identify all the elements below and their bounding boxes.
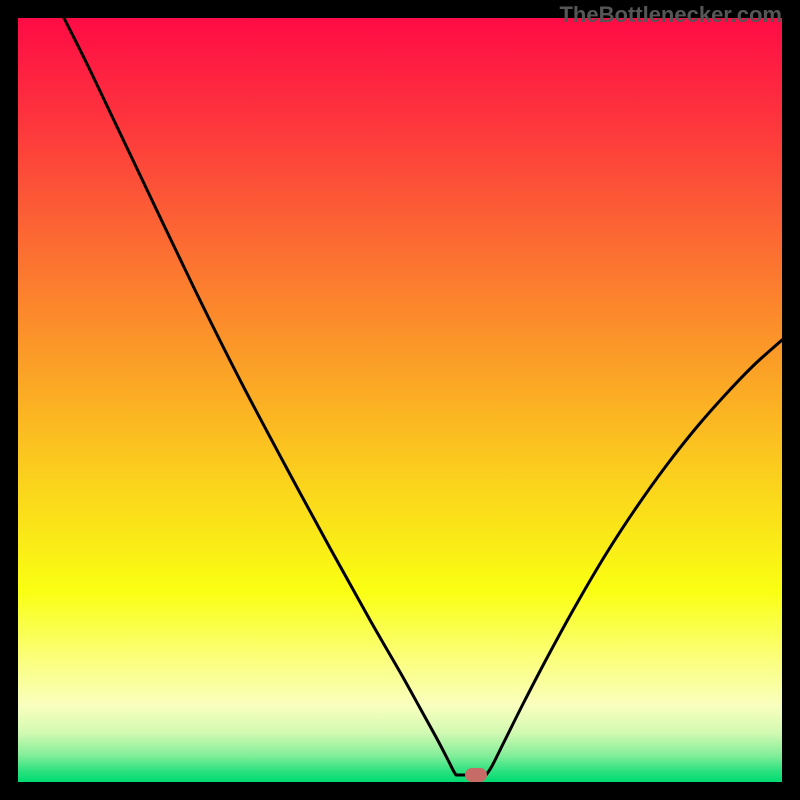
chart-container: TheBottlenecker.com	[0, 0, 800, 800]
bottleneck-marker	[465, 768, 487, 782]
watermark-text: TheBottlenecker.com	[559, 2, 782, 28]
gradient-background	[18, 18, 782, 782]
bottleneck-chart	[18, 18, 782, 782]
